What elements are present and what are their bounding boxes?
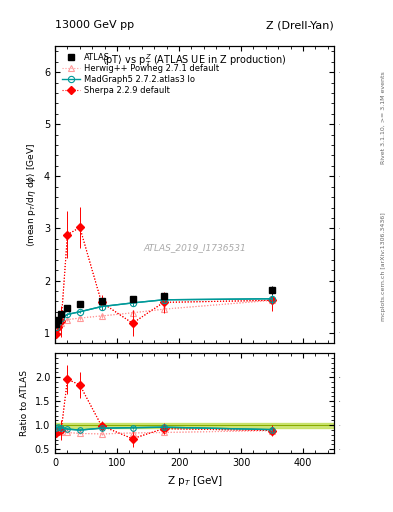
Text: Z (Drell-Yan): Z (Drell-Yan) [266,20,334,31]
Text: $\langle$pT$\rangle$ vs p$_T^Z$ (ATLAS UE in Z production): $\langle$pT$\rangle$ vs p$_T^Z$ (ATLAS U… [102,52,287,69]
Bar [55,423,334,428]
Text: 13000 GeV pp: 13000 GeV pp [55,20,134,31]
Text: ATLAS_2019_I1736531: ATLAS_2019_I1736531 [143,244,246,252]
X-axis label: Z p$_T$ [GeV]: Z p$_T$ [GeV] [167,474,222,487]
Legend: ATLAS, Herwig++ Powheg 2.7.1 default, MadGraph5 2.7.2.atlas3 lo, Sherpa 2.2.9 de: ATLAS, Herwig++ Powheg 2.7.1 default, Ma… [59,50,222,97]
Text: Rivet 3.1.10, >= 3.1M events: Rivet 3.1.10, >= 3.1M events [381,71,386,164]
Y-axis label: $\langle$mean p$_T$/d$\eta$ d$\phi\rangle$ [GeV]: $\langle$mean p$_T$/d$\eta$ d$\phi\rangl… [26,142,39,247]
Text: mcplots.cern.ch [arXiv:1306.3436]: mcplots.cern.ch [arXiv:1306.3436] [381,212,386,321]
Y-axis label: Ratio to ATLAS: Ratio to ATLAS [20,370,29,436]
